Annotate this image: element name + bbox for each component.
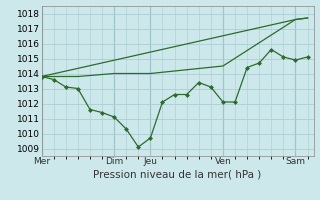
X-axis label: Pression niveau de la mer( hPa ): Pression niveau de la mer( hPa ) [93, 169, 262, 179]
